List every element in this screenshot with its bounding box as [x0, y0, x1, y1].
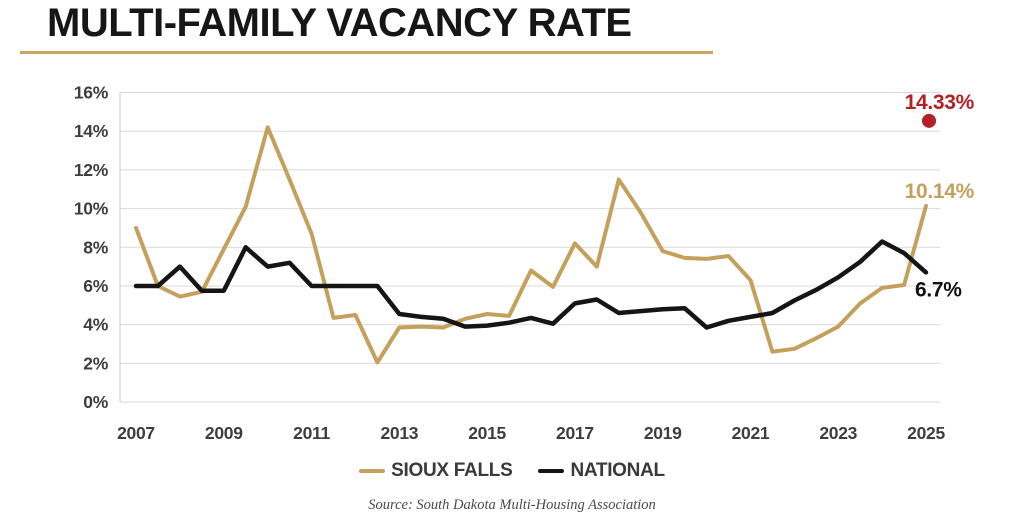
y-axis-tick-label: 16%	[74, 83, 109, 103]
x-axis-tick-label: 2019	[644, 423, 682, 443]
record-high-dot	[922, 113, 937, 128]
x-axis-tick-label: 2013	[380, 423, 418, 443]
legend-item-sioux-falls: SIOUX FALLS	[359, 460, 513, 482]
x-axis-tick-label: 2025	[907, 423, 945, 443]
page-title: MULTI-FAMILY VACANCY RATE	[47, 1, 632, 45]
title-underline-rule	[20, 51, 713, 54]
y-axis-tick-label: 12%	[74, 160, 109, 180]
x-axis-tick-label: 2011	[293, 423, 330, 443]
x-axis-tick-label: 2017	[556, 423, 594, 443]
legend-swatch-national-icon	[538, 469, 565, 473]
legend-label-national: NATIONAL	[570, 460, 665, 481]
y-axis-tick-label: 14%	[74, 121, 109, 141]
series-line-sioux-falls	[134, 125, 928, 365]
y-axis-tick-label: 0%	[83, 392, 108, 412]
x-axis-tick-label: 2021	[732, 423, 770, 443]
x-axis-tick-label: 2023	[819, 423, 857, 443]
x-axis-tick-label: 2015	[468, 423, 506, 443]
x-axis-tick-label: 2009	[205, 423, 243, 443]
series-line-national	[133, 239, 929, 330]
y-axis-tick-label: 6%	[83, 276, 108, 296]
legend-swatch-sioux-falls-icon	[359, 469, 386, 473]
y-axis-tick-label: 10%	[74, 199, 109, 219]
annotation-label: 10.14%	[905, 180, 975, 203]
annotation-label: 14.33%	[905, 91, 975, 114]
y-axis-tick-label: 2%	[83, 353, 108, 373]
chart-legend: SIOUX FALLS NATIONAL	[0, 460, 1024, 482]
legend-item-national: NATIONAL	[538, 460, 665, 482]
source-note: Source: South Dakota Multi-Housing Assoc…	[368, 497, 656, 513]
x-axis-tick-label: 2007	[117, 423, 155, 443]
y-axis-tick-label: 4%	[83, 315, 108, 335]
annotation-label: 6.7%	[915, 278, 962, 301]
legend-label-sioux-falls: SIOUX FALLS	[391, 460, 513, 481]
y-axis-tick-label: 8%	[83, 237, 108, 257]
